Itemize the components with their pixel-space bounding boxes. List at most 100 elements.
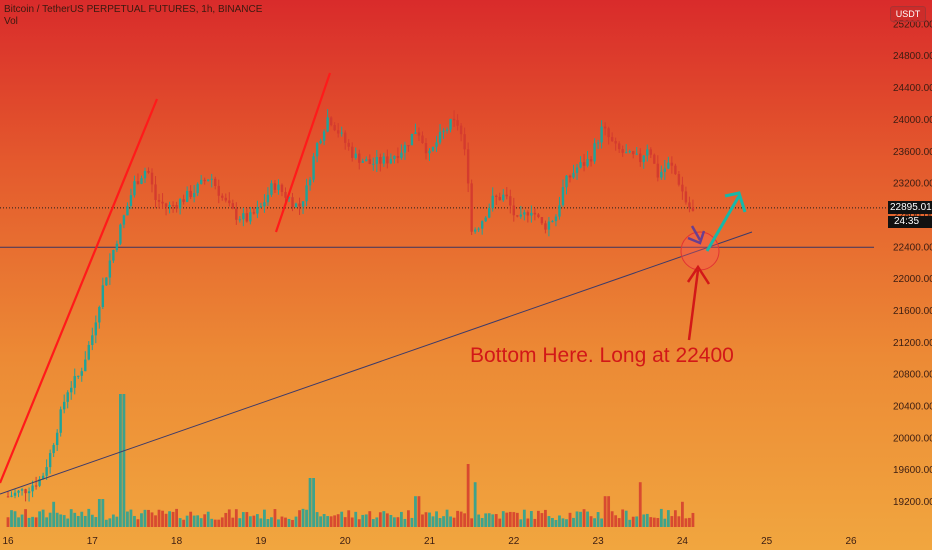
- x-tick-label: 17: [87, 536, 99, 547]
- candle-body: [119, 224, 122, 244]
- candle-body: [210, 178, 213, 180]
- candle-body: [428, 150, 431, 154]
- volume-bar: [533, 518, 537, 527]
- candle-body: [502, 194, 505, 201]
- volume-bar: [600, 518, 604, 527]
- candle-body: [421, 135, 424, 144]
- candle-body: [192, 193, 196, 198]
- volume-bar: [670, 516, 674, 527]
- candle-body: [199, 179, 203, 184]
- volume-bar: [642, 514, 646, 527]
- currency-badge[interactable]: USDT: [890, 6, 926, 22]
- candle-body: [382, 156, 386, 164]
- candle-body: [322, 131, 326, 141]
- volume-bar: [470, 518, 474, 527]
- volume-bar: [487, 513, 491, 527]
- volume-bar: [677, 516, 681, 527]
- volume-bar: [385, 513, 389, 527]
- candle-body: [558, 205, 561, 217]
- candle-body: [91, 335, 94, 345]
- candle-body: [435, 142, 438, 147]
- candle-body: [488, 208, 491, 218]
- volume-bar: [343, 517, 347, 527]
- volume-bar: [90, 514, 94, 527]
- candle-body: [358, 153, 361, 163]
- volume-bar: [66, 518, 70, 527]
- candle-body: [642, 155, 645, 163]
- candle-body: [495, 195, 498, 197]
- volume-bar: [593, 518, 596, 527]
- annotation-arrow-head: [686, 264, 711, 285]
- candle-body: [628, 151, 631, 153]
- volume-bar: [136, 519, 140, 527]
- candle-body: [77, 375, 80, 377]
- candle-body: [635, 153, 638, 155]
- candle-body: [277, 184, 280, 190]
- volume-bar: [266, 519, 270, 527]
- volume-bar: [150, 512, 154, 527]
- candle-body: [31, 485, 34, 492]
- volume-bar: [536, 510, 540, 527]
- candle-body: [463, 134, 466, 150]
- chart-header: Bitcoin / TetherUS PERPETUAL FUTURES, 1h…: [4, 4, 262, 28]
- volume-bar: [368, 511, 372, 527]
- volume-bar: [59, 514, 63, 527]
- volume-bar: [76, 515, 80, 527]
- candle-body: [509, 196, 512, 206]
- candle-body: [407, 145, 410, 147]
- candle-body: [266, 194, 270, 203]
- volume-bar: [631, 516, 635, 527]
- candle-body: [242, 213, 245, 220]
- volume-bar: [547, 516, 551, 527]
- candle-body: [667, 162, 670, 169]
- volume-bar: [182, 519, 186, 527]
- volume-bar: [336, 514, 340, 527]
- y-tick-label: 24800.00: [893, 51, 932, 62]
- volume-bar: [147, 509, 150, 527]
- candle-body: [34, 485, 38, 487]
- volume-bar: [480, 518, 484, 527]
- volume-bar: [501, 511, 505, 527]
- candle-body: [607, 128, 610, 138]
- trend-line-1: [0, 98, 159, 484]
- candle-body: [185, 190, 189, 202]
- candle-body: [287, 197, 291, 199]
- candle-body: [207, 179, 210, 182]
- volume-bar: [189, 511, 193, 527]
- candle-body: [259, 206, 263, 208]
- candle-body: [10, 495, 13, 497]
- volume-bar: [463, 513, 467, 527]
- candle-body: [115, 243, 119, 251]
- y-tick-label: 19600.00: [893, 465, 932, 476]
- candle-body: [298, 203, 301, 207]
- volume-bar: [129, 509, 133, 527]
- candle-body: [568, 175, 572, 178]
- volume-bar: [227, 509, 231, 527]
- volume-bar: [164, 513, 168, 527]
- candle-body: [140, 178, 143, 184]
- candle-body: [561, 187, 565, 206]
- candle-body: [600, 126, 603, 143]
- candle-body: [189, 190, 192, 198]
- volume-bar: [558, 515, 561, 527]
- volume-bar: [55, 512, 59, 527]
- arrow-up-shaft: [705, 195, 741, 252]
- volume-bar: [572, 517, 575, 527]
- candle-body: [294, 203, 298, 208]
- candle-body: [301, 201, 305, 207]
- candle-body: [108, 260, 112, 278]
- volume-bar: [652, 517, 656, 527]
- volume-bar: [241, 512, 245, 527]
- candle-body: [533, 212, 537, 215]
- volume-bar: [41, 509, 45, 527]
- candle-body: [677, 174, 681, 185]
- volume-bar: [526, 518, 530, 527]
- candle-body: [417, 132, 421, 136]
- volume-bar: [691, 512, 695, 527]
- volume-bar: [389, 514, 393, 527]
- y-tick-label: 22000.00: [893, 274, 932, 285]
- y-tick-label: 25200.00: [893, 19, 932, 30]
- volume-bar: [529, 511, 533, 527]
- candle-body: [308, 179, 312, 186]
- candle-body: [368, 159, 371, 165]
